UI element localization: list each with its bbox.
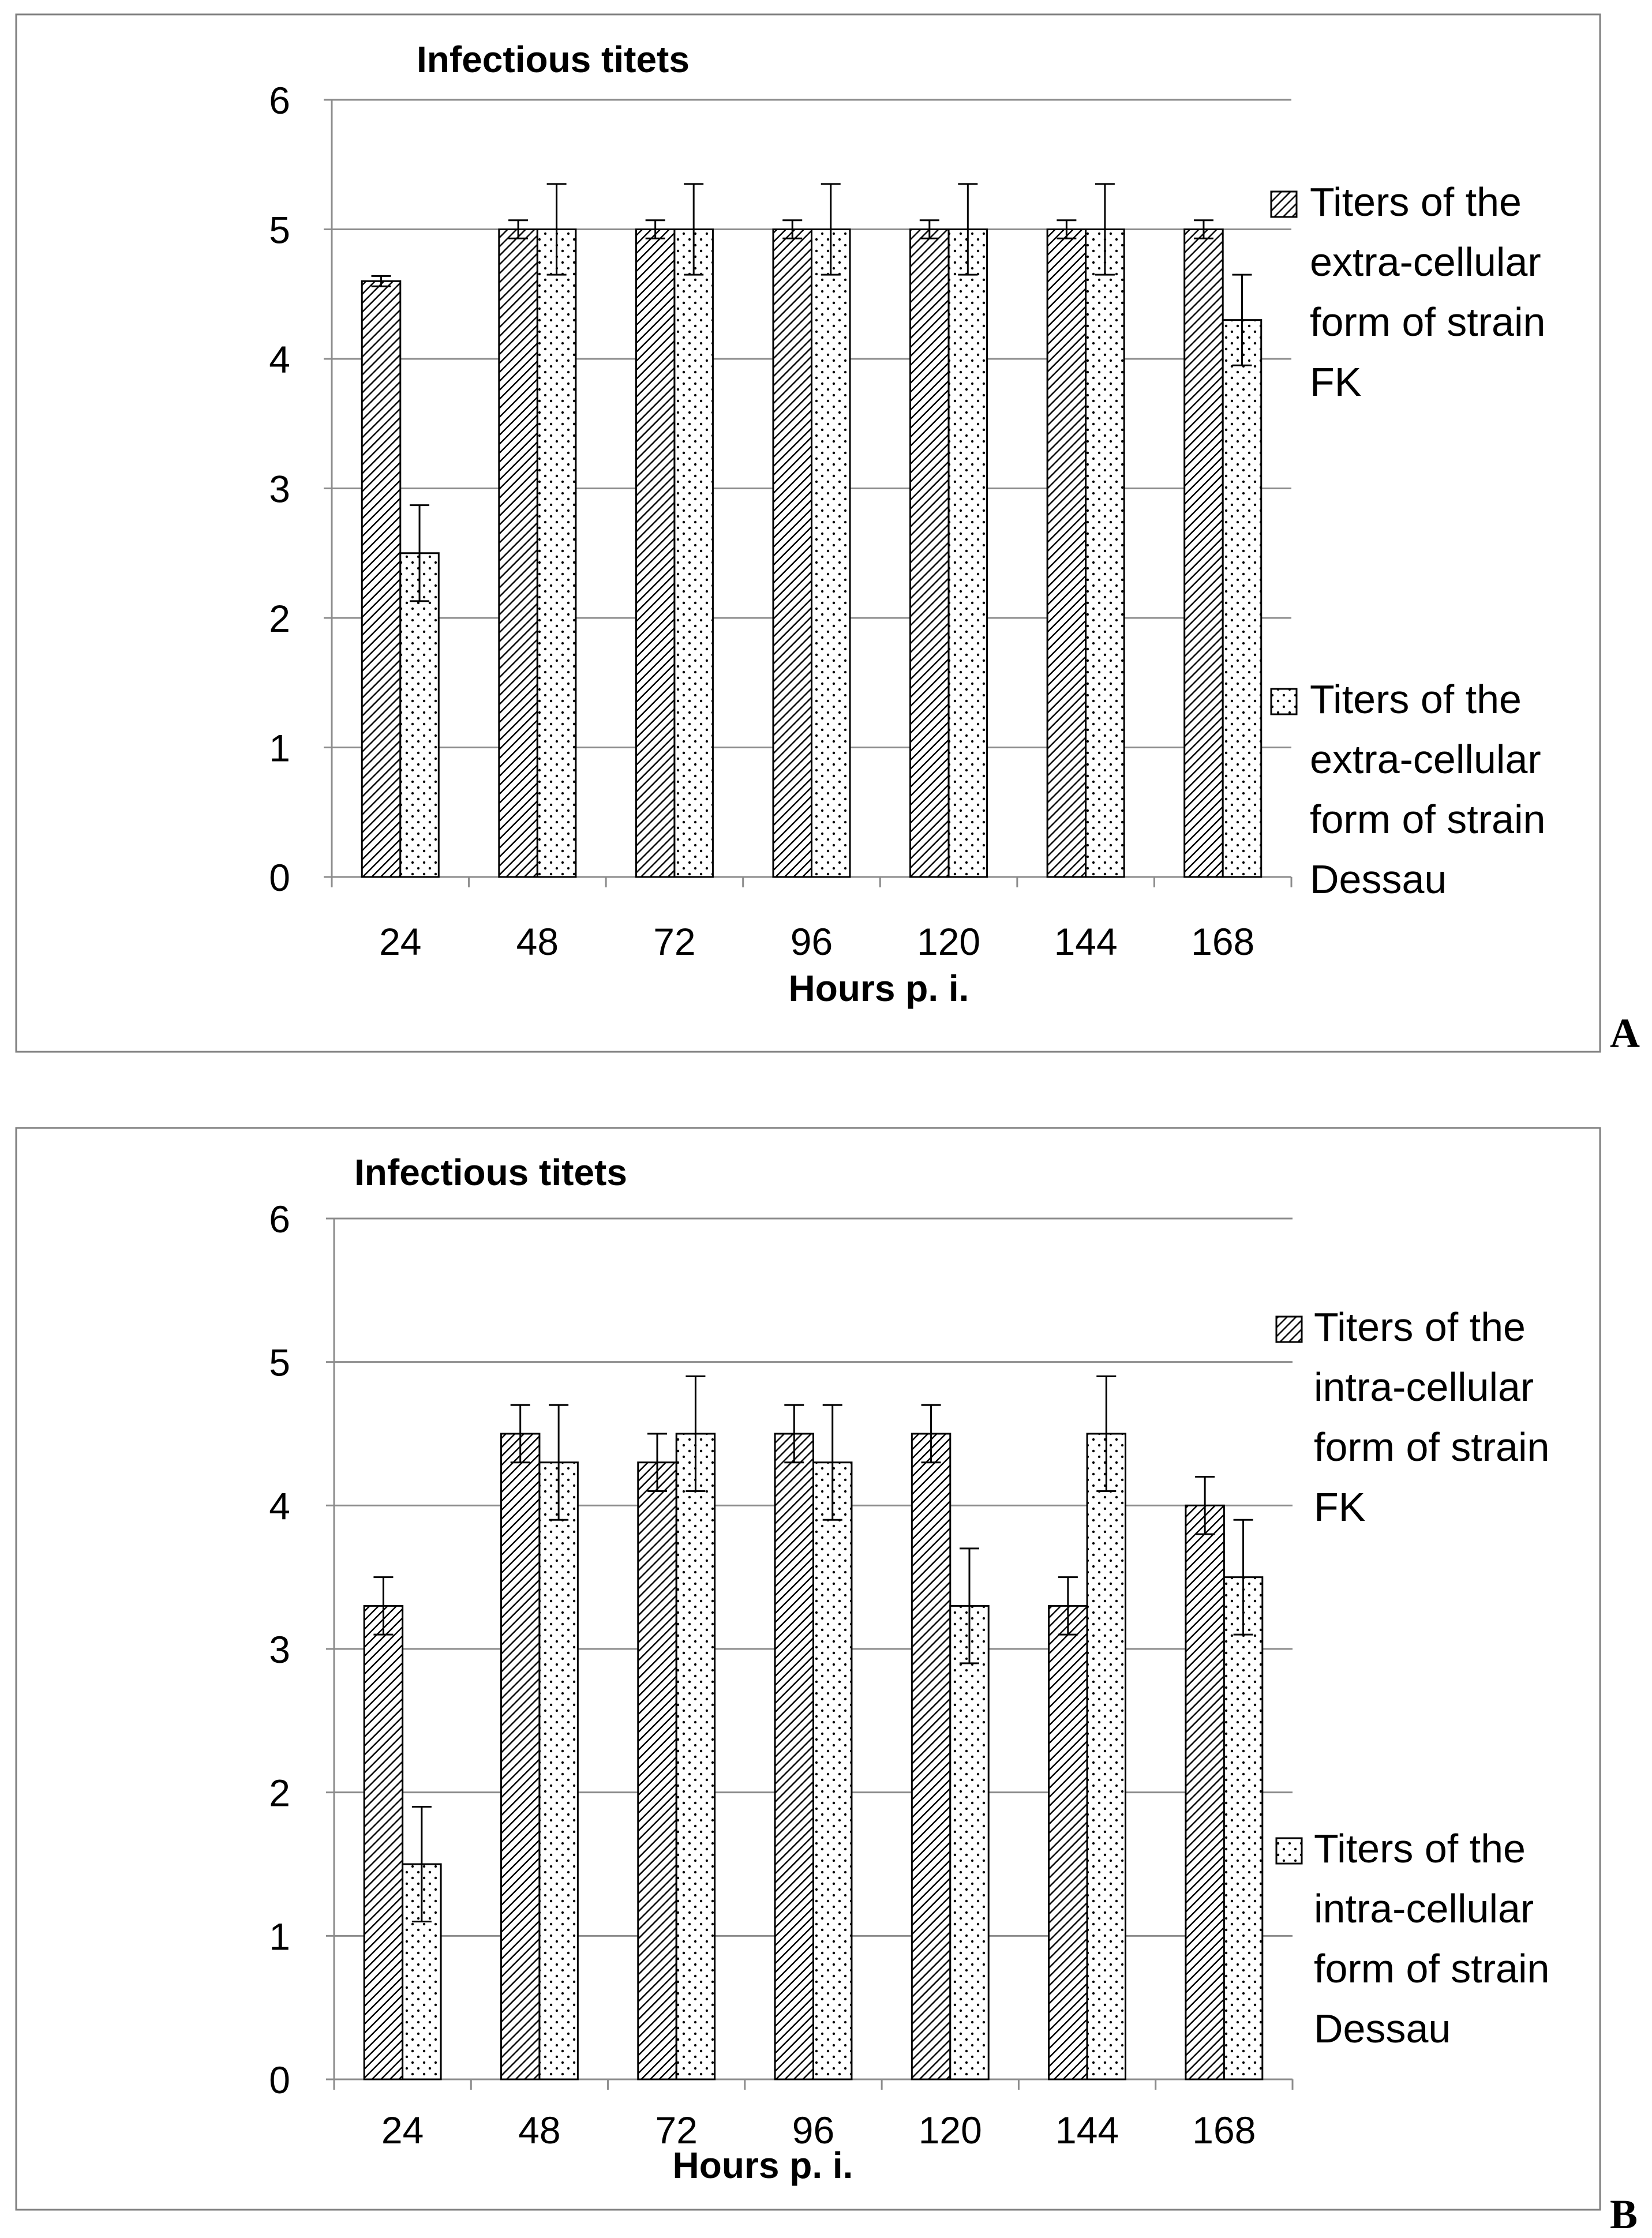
y-tick-label: 0 <box>269 2059 290 2101</box>
x-tick-label: 144 <box>1054 920 1118 963</box>
bar-series-1 <box>911 1433 952 2080</box>
bar-series-1 <box>1183 228 1224 878</box>
x-tick-label: 120 <box>919 2109 982 2151</box>
bar-series-1 <box>361 280 402 878</box>
y-tick-label: 3 <box>269 1628 290 1671</box>
legend-label-series-2: form of strain <box>1310 797 1545 842</box>
legend-label-series-1: intra-cellular <box>1314 1364 1534 1409</box>
panel-label: A <box>1610 1010 1640 1056</box>
y-tick-label: 5 <box>269 209 290 252</box>
bar-series-1 <box>909 228 950 878</box>
y-tick-label: 1 <box>269 1915 290 1958</box>
y-tick-label: 5 <box>269 1341 290 1384</box>
y-tick-label: 4 <box>269 1484 290 1527</box>
bar-series-2 <box>675 1433 716 2080</box>
y-tick-label: 2 <box>269 1772 290 1815</box>
panel-label: B <box>1610 2191 1638 2237</box>
chart-title: Infectious titets <box>354 1152 627 1193</box>
legend-label-series-1: form of strain <box>1314 1424 1549 1469</box>
x-tick-label: 48 <box>518 2109 560 2151</box>
legend-swatch-series-2 <box>1270 688 1298 715</box>
chart-frame <box>15 13 1601 1053</box>
chart-panel-A: 0 1 2 3 4 5 6 24 48 72 96 120 144 168 Infectious titet… <box>15 13 1640 1056</box>
bar-series-2 <box>812 1461 853 2080</box>
chart-panel-B: 0 1 2 3 4 5 6 24 48 72 96 120 144 168 Infectious titet… <box>15 1127 1638 2237</box>
x-axis-label: Hours p. i. <box>673 2145 853 2186</box>
legend-label-series-1: FK <box>1310 359 1361 404</box>
bar-series-2 <box>399 552 440 878</box>
legend-label-series-1: extra-cellular <box>1310 239 1541 284</box>
legend-swatch-series-1 <box>1275 1315 1303 1343</box>
bar-series-1 <box>1185 1504 1225 2080</box>
bar-series-1 <box>363 1605 404 2080</box>
x-tick-label: 24 <box>381 2109 424 2151</box>
legend-label-series-2: intra-cellular <box>1314 1886 1534 1931</box>
x-tick-label: 120 <box>917 920 980 963</box>
bar-series-1 <box>498 228 538 878</box>
legend-label-series-1: FK <box>1314 1484 1365 1530</box>
legend-label-series-2: Titers of the <box>1310 677 1522 722</box>
chart-title: Infectious titets <box>417 39 690 80</box>
x-axis-label: Hours p. i. <box>789 968 969 1009</box>
x-tick-label: 72 <box>655 2109 698 2151</box>
chart-frame <box>15 1127 1601 2211</box>
bar-series-1 <box>637 1461 677 2080</box>
bar-series-2 <box>811 228 851 878</box>
legend-label-series-1: Titers of the <box>1310 179 1522 224</box>
bar-series-1 <box>774 1433 815 2080</box>
x-tick-label: 168 <box>1191 920 1254 963</box>
bar-series-2 <box>536 228 577 878</box>
bar-series-2 <box>1223 1576 1264 2080</box>
y-tick-label: 0 <box>269 856 290 899</box>
legend-swatch-series-2 <box>1275 1837 1303 1865</box>
bar-series-2 <box>1086 1433 1127 2080</box>
bar-series-2 <box>947 228 988 878</box>
legend-label-series-2: extra-cellular <box>1310 737 1541 782</box>
y-tick-label: 4 <box>269 338 290 381</box>
legend-label-series-2: Titers of the <box>1314 1826 1526 1871</box>
y-tick-label: 3 <box>269 468 290 511</box>
bar-series-1 <box>1046 228 1087 878</box>
bar-series-2 <box>1222 319 1263 878</box>
y-tick-label: 1 <box>269 727 290 770</box>
legend-label-series-2: form of strain <box>1314 1946 1549 1991</box>
y-tick-label: 6 <box>269 79 290 122</box>
y-tick-label: 6 <box>269 1198 290 1240</box>
bar-series-1 <box>500 1433 541 2080</box>
bar-series-1 <box>635 228 676 878</box>
bar-series-2 <box>673 228 714 878</box>
x-tick-label: 24 <box>379 920 421 963</box>
bar-series-2 <box>1085 228 1125 878</box>
bar-series-1 <box>1048 1605 1088 2080</box>
bar-series-2 <box>949 1605 990 2080</box>
y-tick-label: 2 <box>269 597 290 640</box>
x-tick-label: 96 <box>791 920 833 963</box>
x-tick-label: 168 <box>1192 2109 1256 2151</box>
legend-swatch-series-1 <box>1270 190 1298 218</box>
legend-label-series-2: Dessau <box>1314 2006 1451 2051</box>
legend-label-series-1: Titers of the <box>1314 1304 1526 1349</box>
x-tick-label: 144 <box>1055 2109 1119 2151</box>
x-tick-label: 72 <box>653 920 695 963</box>
bar-series-2 <box>538 1461 579 2080</box>
legend-label-series-2: Dessau <box>1310 857 1447 902</box>
legend-label-series-1: form of strain <box>1310 299 1545 344</box>
x-tick-label: 96 <box>792 2109 834 2151</box>
x-tick-label: 48 <box>516 920 559 963</box>
bar-series-1 <box>772 228 812 878</box>
